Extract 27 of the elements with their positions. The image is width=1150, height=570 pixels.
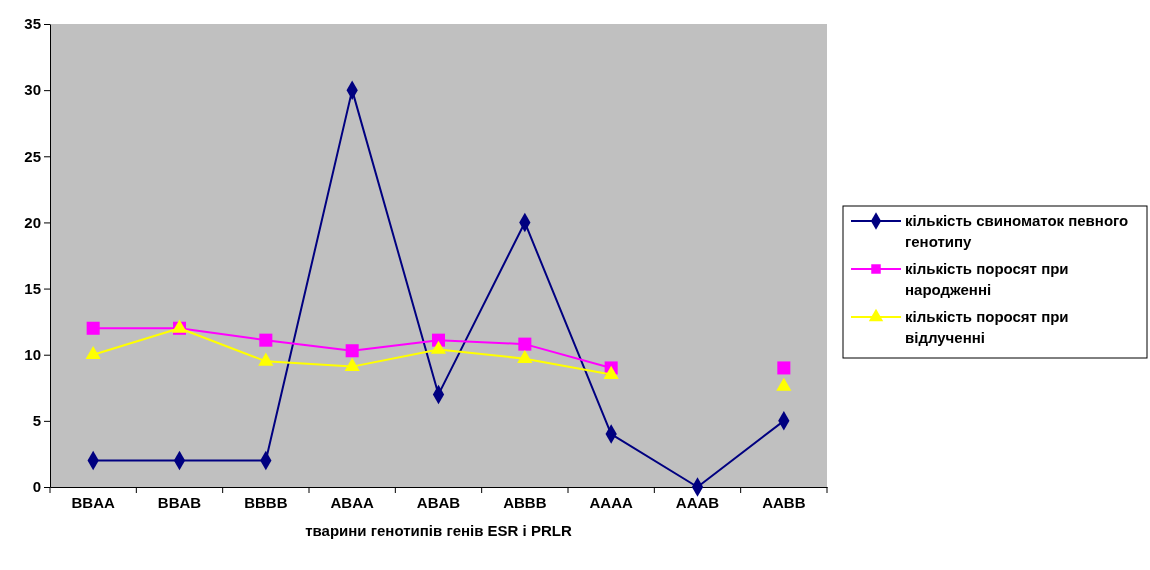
legend-label: кількість свиноматок певного генотипу [905, 212, 1129, 250]
y-tick-label: 15 [24, 279, 41, 297]
x-tick-label: AABB [762, 494, 806, 511]
x-axis-title: тварини генотипів генів ESR і PRLR [305, 522, 572, 539]
x-tick-label: BBAA [71, 494, 115, 511]
y-tick-label: 20 [24, 213, 41, 231]
x-tick-label: ABAA [330, 494, 374, 511]
x-tick-label: AAAB [675, 494, 720, 511]
y-tick-label: 35 [24, 15, 41, 33]
y-tick-label: 30 [24, 81, 41, 99]
point [86, 321, 100, 335]
point [345, 344, 359, 358]
legend-label: кількість поросят при відлученні [905, 308, 1069, 346]
y-tick-label: 10 [24, 346, 41, 364]
y-tick-label: 5 [32, 412, 41, 430]
point [259, 333, 273, 347]
point [344, 357, 360, 372]
point [518, 337, 532, 351]
x-tick-label: BBBB [244, 494, 288, 511]
y-tick-label: 25 [24, 147, 41, 165]
x-tick-label: AAAA [589, 494, 633, 511]
point [777, 361, 791, 375]
x-tick-label: BBAB [157, 494, 202, 511]
legend-label: кількість поросят при народженні [905, 260, 1069, 298]
x-tick-label: ABAB [416, 494, 461, 511]
x-tick-label: ABBB [503, 494, 547, 511]
y-tick-label: 0 [32, 478, 41, 496]
